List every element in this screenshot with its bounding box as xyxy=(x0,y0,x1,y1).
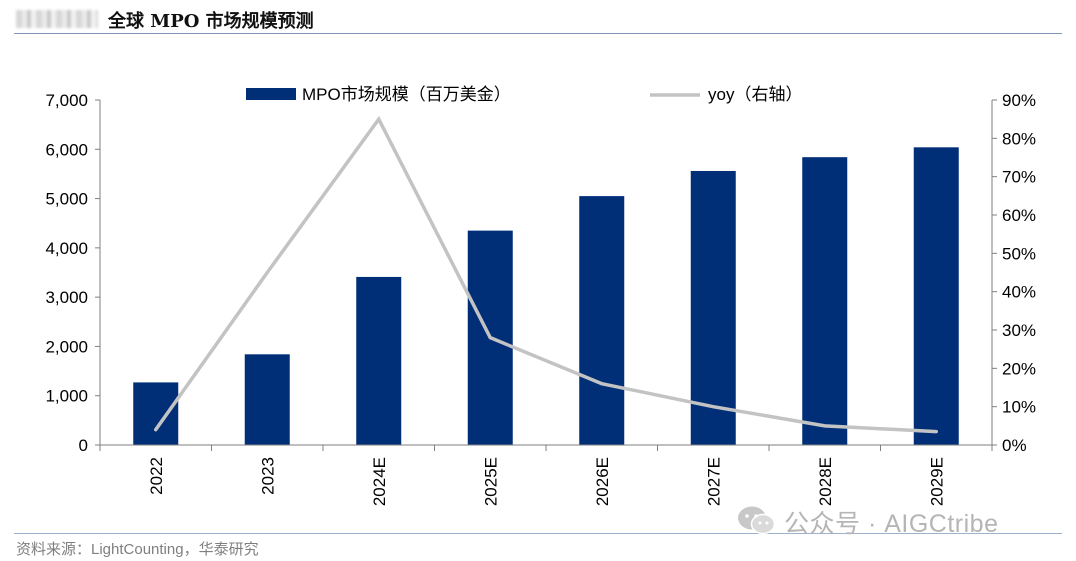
right-tick-label: 40% xyxy=(1002,283,1036,302)
right-tick-label: 70% xyxy=(1002,168,1036,187)
right-tick-label: 50% xyxy=(1002,244,1036,263)
wechat-icon xyxy=(738,506,776,535)
bar xyxy=(913,147,959,446)
bar xyxy=(244,354,290,445)
left-tick-label: 3,000 xyxy=(45,288,88,307)
bar xyxy=(579,196,625,445)
bar xyxy=(802,157,848,445)
left-tick-label: 2,000 xyxy=(45,337,88,356)
right-tick-label: 20% xyxy=(1002,359,1036,378)
watermark-text: 公众号 · AIGCtribe xyxy=(784,510,999,538)
bar xyxy=(133,382,179,445)
chart-title: 全球 MPO 市场规模预测 xyxy=(108,11,314,32)
title-row: 全球 MPO 市场规模预测 xyxy=(14,6,1062,32)
left-tick-label: 6,000 xyxy=(45,140,88,159)
left-tick-label: 0 xyxy=(79,436,88,455)
x-tick-label: 2023 xyxy=(258,457,277,495)
bar xyxy=(356,276,402,445)
blurred-logo xyxy=(16,10,98,28)
title-divider xyxy=(14,33,1062,34)
right-tick-label: 80% xyxy=(1002,129,1036,148)
x-tick-label: 2026E xyxy=(593,457,612,506)
x-tick-label: 2024E xyxy=(370,457,389,506)
right-tick-label: 90% xyxy=(1002,91,1036,110)
right-tick-label: 10% xyxy=(1002,398,1036,417)
legend-bar-label: MPO市场规模（百万美金） xyxy=(302,85,511,104)
chart: 0 1,000 2,000 3,000 4,000 5,000 6,000 7,000 0% 10… xyxy=(45,85,1036,506)
x-tick-label: 2022 xyxy=(147,457,166,495)
right-tick-label: 0% xyxy=(1002,436,1027,455)
legend-bar-swatch xyxy=(246,88,296,100)
left-tick-label: 4,000 xyxy=(45,239,88,258)
yoy-line xyxy=(154,115,938,434)
left-tick-label: 5,000 xyxy=(45,190,88,209)
footer-divider xyxy=(14,533,1062,534)
x-tick-label: 2029E xyxy=(927,457,946,506)
left-tick-label: 7,000 xyxy=(45,91,88,110)
source-note: 资料来源：LightCounting，华泰研究 xyxy=(16,541,259,558)
left-tick-label: 1,000 xyxy=(45,387,88,406)
x-tick-label: 2027E xyxy=(704,457,723,506)
right-tick-label: 60% xyxy=(1002,206,1036,225)
x-tick-label: 2028E xyxy=(816,457,835,506)
right-tick-label: 30% xyxy=(1002,321,1036,340)
legend-line-label: yoy（右轴） xyxy=(708,85,802,104)
x-tick-label: 2025E xyxy=(481,457,500,506)
bar xyxy=(690,170,736,445)
